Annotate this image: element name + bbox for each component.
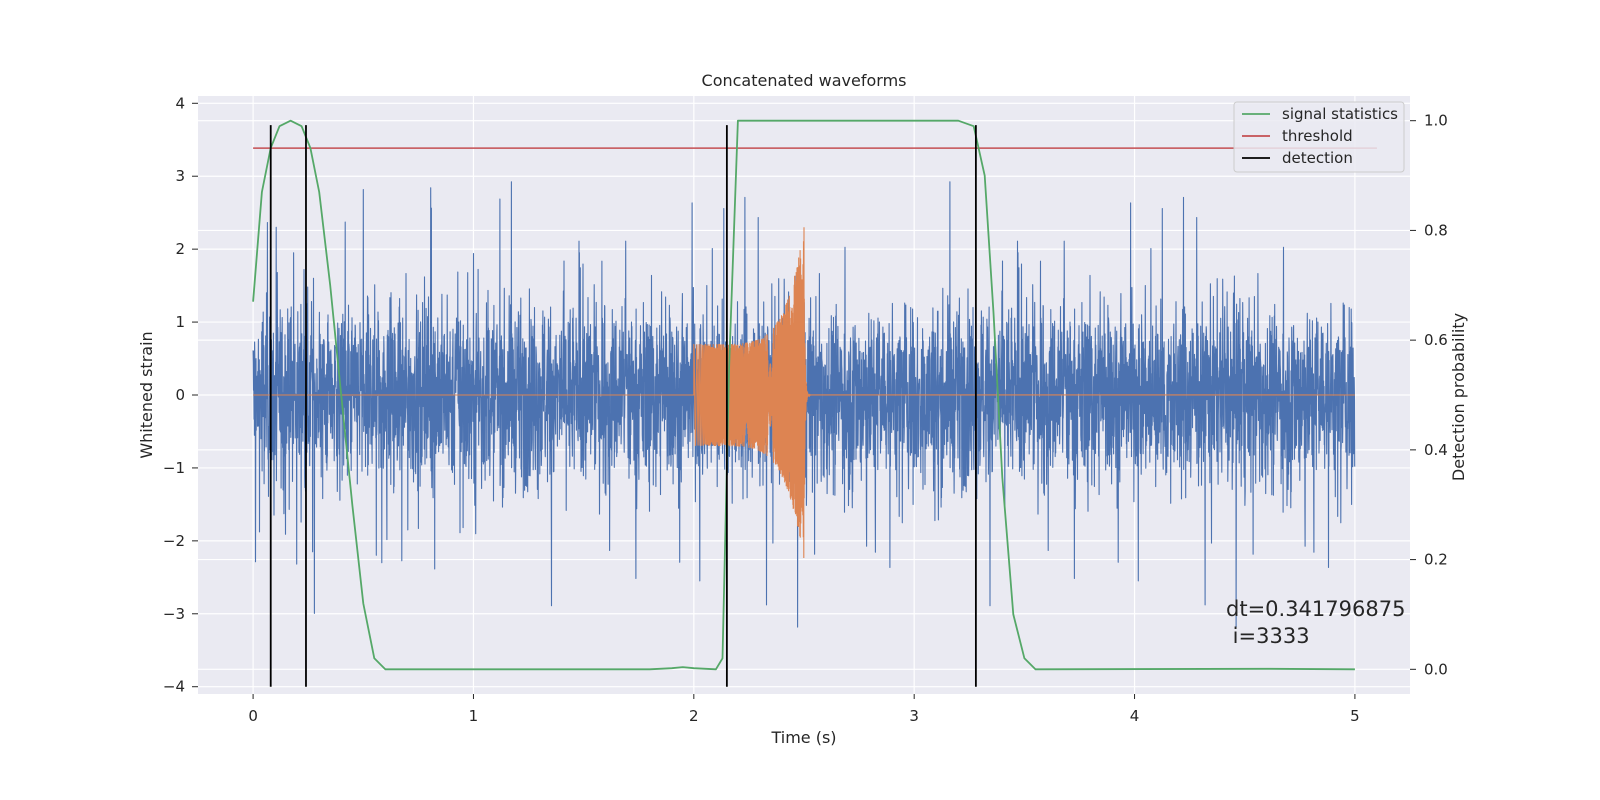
- y-tick-label: −3: [163, 605, 185, 623]
- y-tick-label: 0: [175, 386, 185, 404]
- x-tick-label: 2: [689, 707, 699, 725]
- series-injected-signal: [253, 227, 1355, 559]
- series-signal-statistics: [252, 119, 1355, 671]
- y2-tick-label: 0.4: [1424, 441, 1448, 459]
- y-tick-label: −4: [163, 678, 185, 696]
- x-tick-label: 5: [1350, 707, 1360, 725]
- y-tick-label: 2: [175, 240, 185, 258]
- y2-tick-label: 0.2: [1424, 551, 1448, 569]
- y-tick-label: 4: [175, 94, 185, 112]
- chart-title: Concatenated waveforms: [702, 71, 907, 90]
- y-axis-label: Whitened strain: [137, 331, 156, 458]
- y2-tick-label: 0.8: [1424, 221, 1448, 239]
- x-axis-label: Time (s): [770, 728, 836, 747]
- y-tick-label: 1: [175, 313, 185, 331]
- x-tick-label: 0: [248, 707, 258, 725]
- tick-labels: 0 1 2 3 4 5 −4 −3 −2 −1 0 1 2 3 4 0.0 0.2 0.4 0.6 0.8 1.0: [163, 94, 1448, 725]
- x-tick-label: 3: [909, 707, 919, 725]
- x-tick-label: 4: [1130, 707, 1140, 725]
- y2-axis-label: Detection probability: [1449, 313, 1468, 481]
- y-tick-label: 3: [175, 167, 185, 185]
- y-tick-label: −1: [163, 459, 185, 477]
- y2-tick-label: 0.0: [1424, 660, 1448, 678]
- legend-box: [1233, 101, 1405, 173]
- annotation-i: i=3333: [1226, 624, 1310, 648]
- y2-tick-label: 1.0: [1424, 112, 1448, 130]
- y2-tick-label: 0.6: [1424, 331, 1448, 349]
- legend-label-threshold: threshold: [1282, 127, 1353, 145]
- plot-area: [252, 119, 1377, 687]
- legend-label-signal-statistics: signal statistics: [1282, 105, 1398, 123]
- legend-label-detection: detection: [1282, 149, 1353, 167]
- x-tick-label: 1: [469, 707, 479, 725]
- y-tick-label: −2: [163, 532, 185, 550]
- annotation-dt: dt=0.341796875: [1226, 597, 1405, 621]
- legend: signal statistics threshold detection: [1233, 101, 1405, 173]
